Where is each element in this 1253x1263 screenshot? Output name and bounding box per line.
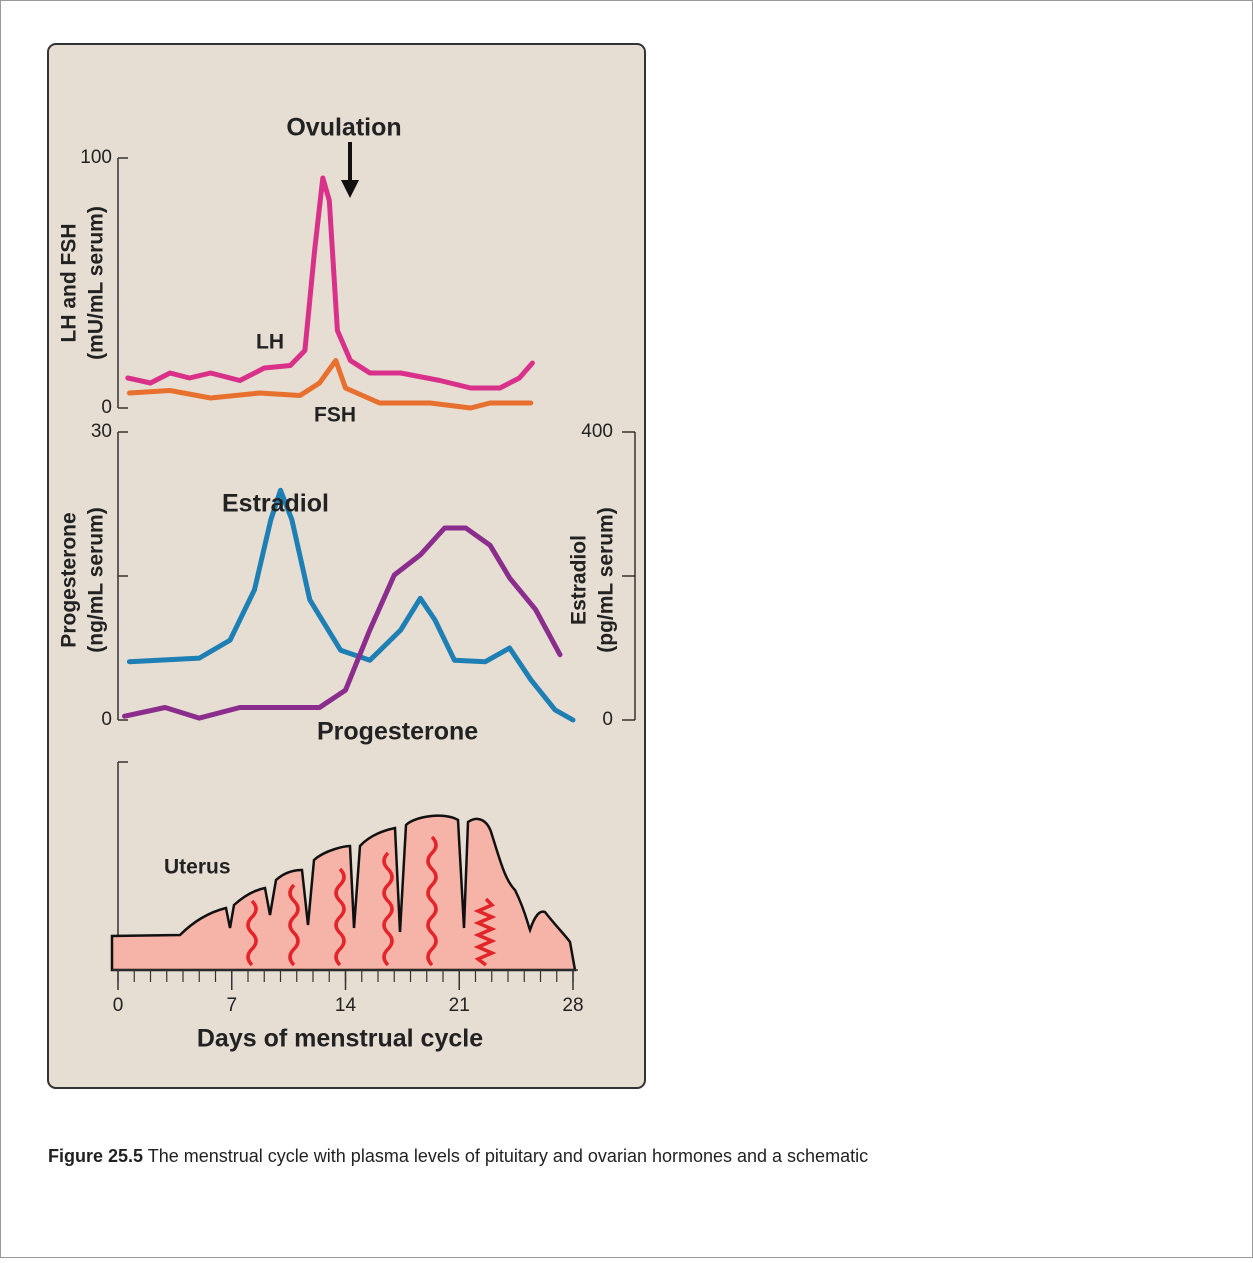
series-line <box>122 525 563 721</box>
x-tick-label: 14 <box>335 995 357 1016</box>
y-tick-label: 100 <box>80 147 112 168</box>
y-axis-label: (ng/mL serum) <box>85 507 108 652</box>
y-axis-label: Estradiol <box>568 535 591 625</box>
artery <box>382 851 394 967</box>
x-tick-label: 28 <box>562 995 583 1016</box>
artery <box>288 883 300 967</box>
y-axis-label: (mU/mL serum) <box>85 206 108 360</box>
x-tick-label: 0 <box>113 995 124 1016</box>
series-line <box>125 175 535 391</box>
y-axis-label: LH and FSH <box>58 224 81 343</box>
x-tick-label: 7 <box>226 995 237 1016</box>
caption-label: Figure 25.5 <box>48 1146 143 1166</box>
spiral-arteries <box>246 835 497 967</box>
annotation: Ovulation <box>286 114 401 142</box>
y-tick-label: 0 <box>101 397 112 418</box>
x-axis-label: Days of menstrual cycle <box>197 1025 483 1053</box>
uterus-label: Uterus <box>164 856 231 879</box>
series-label: FSH <box>314 404 356 427</box>
figure-panel <box>47 43 646 1089</box>
artery <box>246 899 258 967</box>
series-label: Progesterone <box>317 718 478 746</box>
series-line <box>126 358 534 411</box>
series-label: Estradiol <box>222 490 329 518</box>
y-axis-label: (pg/mL serum) <box>595 507 618 652</box>
x-tick-label: 21 <box>449 995 470 1016</box>
caption-text: The menstrual cycle with plasma levels o… <box>148 1146 868 1166</box>
artery <box>426 835 438 967</box>
y-tick-label: 400 <box>581 421 613 442</box>
y-tick-label: 30 <box>91 421 112 442</box>
series-line <box>126 487 576 723</box>
uterus-lining <box>110 814 577 972</box>
artery <box>473 897 497 967</box>
series-label: LH <box>256 331 284 354</box>
y-axis-label: Progesterone <box>58 512 81 647</box>
artery <box>334 867 346 967</box>
arrow-head <box>341 180 359 198</box>
y-tick-label: 0 <box>101 709 112 730</box>
y-tick-label: 0 <box>602 709 613 730</box>
caption: Figure 25.5 The menstrual cycle with pla… <box>48 1146 868 1166</box>
